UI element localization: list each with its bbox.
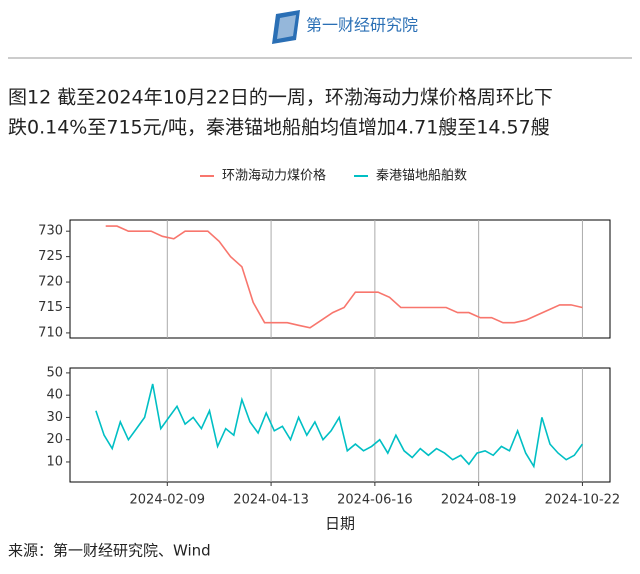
logo-text: 第一财经研究院 — [306, 16, 418, 35]
title-line: 跌0.14%至715元/吨，秦港锚地船舶均值增加4.71艘至14.57艘 — [8, 117, 550, 139]
logo-icon — [277, 15, 296, 39]
x-tick-label: 2024-04-13 — [233, 493, 309, 508]
source: 来源：第一财经研究院、Wind — [8, 542, 211, 560]
y-tick-label: 715 — [38, 300, 63, 315]
logo: 第一财经研究院 — [272, 10, 418, 44]
x-tick-label: 2024-06-16 — [337, 493, 413, 508]
x-tick-label: 2024-10-22 — [545, 493, 621, 508]
y-tick-label: 725 — [38, 249, 63, 264]
y-tick-label: 40 — [46, 388, 63, 403]
y-tick-label: 30 — [46, 410, 63, 425]
legend-label: 秦港锚地船舶数 — [376, 168, 467, 184]
y-tick-label: 710 — [38, 325, 63, 340]
x-tick-label: 2024-02-09 — [130, 493, 206, 508]
y-tick-label: 50 — [46, 365, 63, 380]
legend-label: 环渤海动力煤价格 — [222, 168, 326, 184]
data-line — [105, 225, 583, 329]
y-tick-label: 720 — [38, 275, 63, 290]
plot-area — [69, 219, 611, 339]
title-line: 图12 截至2024年10月22日的一周，环渤海动力煤价格周环比下 — [8, 87, 553, 109]
y-tick-label: 20 — [46, 432, 63, 447]
x-axis-label: 日期 — [325, 515, 355, 533]
x-tick-label: 2024-08-19 — [441, 493, 517, 508]
y-tick-label: 10 — [46, 454, 63, 469]
y-tick-label: 730 — [38, 224, 63, 239]
data-line — [95, 383, 584, 469]
plot-area — [69, 367, 611, 483]
